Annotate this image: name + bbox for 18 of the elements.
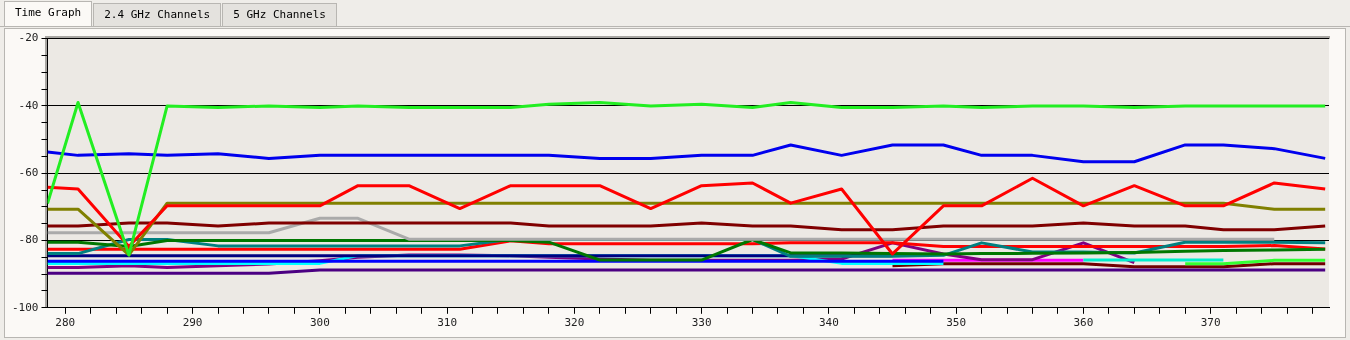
x-tick-label: 280 — [55, 316, 76, 330]
y-tick-label: -100 — [11, 300, 39, 314]
y-tick-label: -20 — [18, 31, 39, 45]
text: Time Graph — [4, 1, 93, 26]
y-tick-label: -80 — [18, 233, 39, 247]
x-tick-label: 300 — [309, 316, 330, 330]
text: 2.4 GHz Channels — [93, 3, 222, 26]
x-tick-label: 330 — [691, 316, 712, 330]
x-tick-label: 290 — [182, 316, 203, 330]
y-tick-label: -40 — [18, 98, 39, 112]
y-tick-label: -60 — [18, 166, 39, 180]
text: 5 GHz Channels — [222, 3, 337, 26]
x-tick-label: 350 — [946, 316, 967, 330]
x-tick-label: 310 — [437, 316, 458, 330]
x-tick-label: 320 — [564, 316, 585, 330]
x-tick-label: 340 — [818, 316, 839, 330]
x-tick-label: 360 — [1073, 316, 1094, 330]
x-tick-label: 370 — [1200, 316, 1221, 330]
